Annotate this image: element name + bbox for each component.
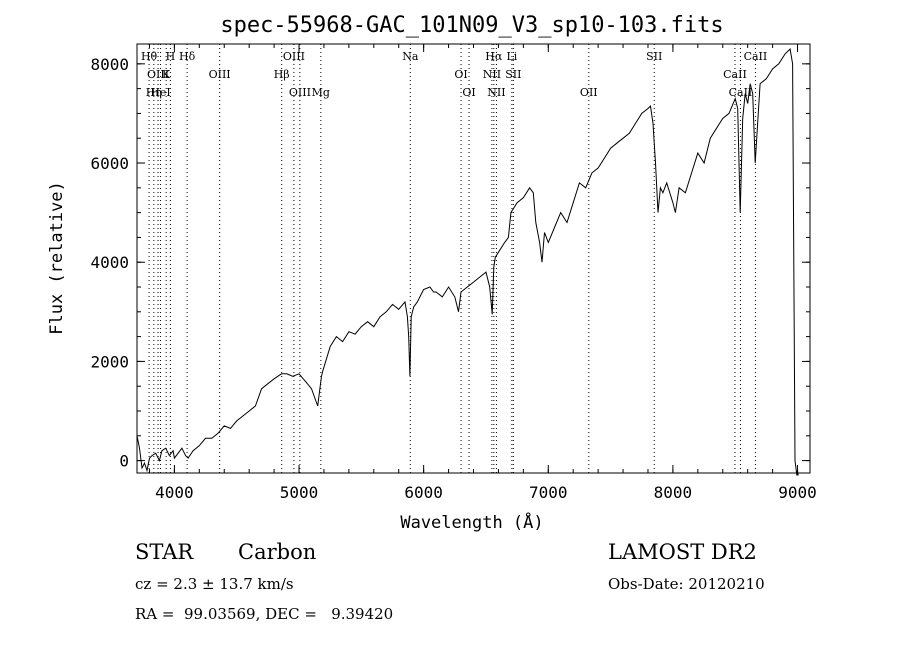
object-class: STAR (135, 540, 194, 564)
line-label: Na (402, 50, 419, 63)
line-label: SII (646, 50, 662, 63)
x-tick-label: 8000 (654, 483, 693, 502)
y-axis-label: Flux (relative) (47, 181, 67, 335)
line-label: OII (580, 86, 598, 99)
line-label: K (162, 68, 171, 81)
line-label: OIII (289, 86, 311, 99)
y-tick-label: 2000 (90, 352, 129, 371)
line-label: NII (487, 86, 505, 99)
spectrum-line (136, 47, 799, 476)
x-tick-label: 5000 (280, 483, 319, 502)
line-label: OI (462, 86, 475, 99)
line-label: CaII (729, 86, 753, 99)
x-tick-label: 7000 (529, 483, 568, 502)
line-label: Hδ (179, 50, 196, 63)
chart-title: spec-55968-GAC_101N09_V3_sp10-103.fits (220, 13, 723, 38)
emission-line-labels: Hθ K HeI Hδ OIII Hη H OIII OIII OIII Hβ Mg Na OI OI Hα N… (141, 50, 767, 99)
line-label: Hη (146, 86, 162, 99)
y-tick-label: 0 (119, 452, 129, 471)
line-label: OIII (283, 50, 305, 63)
x-axis-label: Wavelength (Å) (400, 511, 543, 533)
line-label: Hθ (141, 50, 158, 63)
line-label: OIII (209, 68, 231, 81)
line-label: Hα (485, 50, 503, 63)
survey-name: LAMOST DR2 (608, 540, 757, 564)
line-label: H (166, 50, 176, 63)
emission-line-markers (148, 44, 756, 473)
y-tick-label: 6000 (90, 154, 129, 173)
line-label: OI (454, 68, 467, 81)
line-label: Mg (312, 86, 330, 99)
y-axis-ticks: 0 2000 4000 6000 8000 (90, 55, 810, 471)
line-label: HeI (150, 86, 170, 99)
line-label: OIII (147, 68, 169, 81)
observation-date: Obs-Date: 20120210 (608, 575, 765, 593)
line-label: CaII (723, 68, 747, 81)
x-tick-label: 4000 (155, 483, 194, 502)
object-subclass: Carbon (238, 540, 317, 564)
y-tick-label: 4000 (90, 253, 129, 272)
y-tick-label: 8000 (90, 55, 129, 74)
line-label: SII (505, 68, 521, 81)
line-label: NII (483, 68, 501, 81)
plot-frame (136, 43, 811, 474)
line-label: CaII (744, 50, 768, 63)
x-tick-label: 6000 (404, 483, 443, 502)
line-label: Hβ (274, 68, 290, 81)
x-tick-label: 9000 (778, 483, 817, 502)
coordinates: RA = 99.03569, DEC = 9.39420 (135, 605, 394, 623)
x-axis-ticks: 4000 5000 6000 7000 8000 9000 (148, 44, 817, 502)
line-label: Li (506, 50, 517, 63)
redshift-info: cz = 2.3 ± 13.7 km/s (135, 575, 294, 593)
